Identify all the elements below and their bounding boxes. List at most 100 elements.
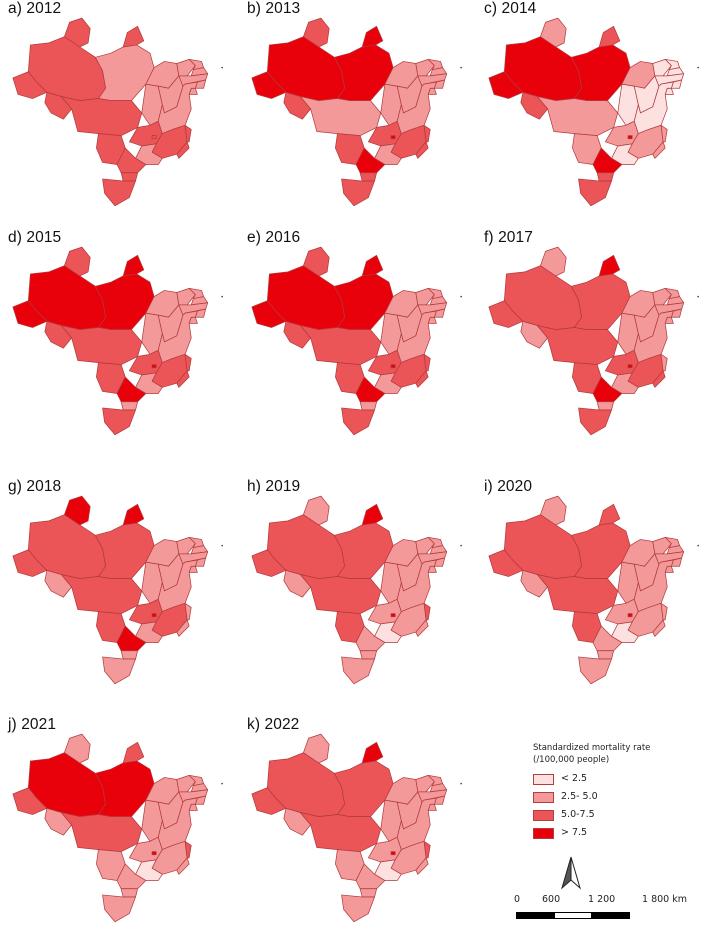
state-rio-grande-do-sul bbox=[341, 656, 375, 685]
state-santa-catarina bbox=[120, 172, 138, 182]
state-espirito-santo bbox=[660, 353, 668, 372]
state-roraima bbox=[64, 495, 91, 526]
state-rio-grande-do-sul bbox=[578, 178, 612, 207]
map-panel-3: c) 2014 bbox=[480, 0, 712, 228]
state-amapa bbox=[122, 26, 145, 48]
map-panel-10: j) 2021 bbox=[4, 716, 236, 944]
state-mato-grosso bbox=[299, 574, 382, 615]
state-mato-grosso bbox=[299, 812, 382, 853]
state-amapa bbox=[598, 255, 621, 277]
map-marker-dot bbox=[697, 544, 699, 547]
state-mato-grosso bbox=[536, 96, 619, 137]
state-rio-grande-do-sul bbox=[578, 407, 612, 436]
panel-label: d) 2015 bbox=[8, 229, 62, 246]
scale-tick-1200: 1 200 bbox=[588, 894, 616, 905]
state-santa-catarina bbox=[596, 401, 614, 411]
map-marker-dot bbox=[221, 782, 223, 785]
scale-tick-600: 600 bbox=[542, 894, 561, 905]
state-santa-catarina bbox=[596, 650, 614, 660]
state-rio-de-janeiro bbox=[652, 619, 666, 637]
state-ceara bbox=[415, 775, 435, 793]
state-mato-grosso bbox=[60, 325, 143, 366]
map-panel-1: a) 2012 bbox=[4, 0, 236, 228]
state-distrito-federal bbox=[627, 613, 633, 618]
legend-swatch bbox=[533, 792, 554, 803]
state-mato-grosso bbox=[60, 574, 143, 615]
map-panel-11: k) 2022 bbox=[243, 716, 475, 944]
panel-label: c) 2014 bbox=[484, 0, 537, 17]
map-marker-dot bbox=[460, 66, 462, 69]
state-santa-catarina bbox=[359, 650, 377, 660]
state-ceara bbox=[652, 58, 672, 77]
state-mato-grosso bbox=[60, 96, 143, 137]
state-santa-catarina bbox=[359, 888, 377, 898]
state-rio-de-janeiro bbox=[415, 857, 429, 875]
north-arrow-icon bbox=[561, 856, 581, 890]
state-espirito-santo bbox=[423, 602, 431, 621]
state-santa-catarina bbox=[359, 401, 377, 411]
state-ceara bbox=[415, 288, 435, 306]
state-ceara bbox=[176, 288, 196, 306]
state-distrito-federal bbox=[151, 613, 157, 618]
state-mato-grosso bbox=[60, 812, 143, 853]
state-ceara bbox=[176, 775, 196, 793]
map-panel-9: i) 2020 bbox=[480, 478, 712, 706]
state-mato-grosso bbox=[299, 325, 382, 366]
state-espirito-santo bbox=[184, 124, 192, 143]
legend-item-5-0-to-7-5: 5.0-7.5 bbox=[533, 807, 713, 824]
brazil-choropleth-map bbox=[251, 495, 462, 685]
state-amapa bbox=[361, 742, 384, 764]
legend-label: 5.0-7.5 bbox=[561, 809, 595, 820]
state-distrito-federal bbox=[390, 135, 396, 140]
state-espirito-santo bbox=[660, 602, 668, 621]
legend-label: < 2.5 bbox=[561, 773, 588, 784]
map-marker-dot bbox=[221, 544, 223, 547]
brazil-choropleth-map bbox=[488, 17, 699, 207]
state-roraima bbox=[540, 246, 567, 277]
scale-bar: 0 600 1 200 1 800 km bbox=[506, 894, 716, 934]
state-rio-grande-do-sul bbox=[102, 894, 136, 923]
state-amapa bbox=[361, 255, 384, 277]
map-marker-dot bbox=[697, 66, 699, 69]
legend-label: > 7.5 bbox=[561, 827, 588, 838]
state-ceara bbox=[415, 537, 435, 555]
state-espirito-santo bbox=[184, 353, 192, 372]
map-marker-dot bbox=[460, 544, 462, 547]
state-roraima bbox=[303, 246, 330, 277]
state-santa-catarina bbox=[359, 172, 377, 182]
brazil-choropleth-map bbox=[12, 495, 223, 685]
state-rio-grande-do-sul bbox=[341, 178, 375, 207]
state-amapa bbox=[361, 26, 384, 48]
panel-label: k) 2022 bbox=[247, 716, 300, 733]
state-ceara bbox=[176, 58, 196, 77]
state-espirito-santo bbox=[423, 353, 431, 372]
legend-swatch bbox=[533, 828, 554, 839]
state-distrito-federal bbox=[627, 135, 633, 140]
brazil-choropleth-map bbox=[12, 246, 223, 436]
state-ceara bbox=[652, 288, 672, 306]
brazil-choropleth-map bbox=[488, 495, 699, 685]
state-rio-grande-do-sul bbox=[102, 656, 136, 685]
state-espirito-santo bbox=[660, 124, 668, 143]
state-rio-grande-do-sul bbox=[578, 656, 612, 685]
map-panel-7: g) 2018 bbox=[4, 478, 236, 706]
state-espirito-santo bbox=[184, 602, 192, 621]
state-espirito-santo bbox=[184, 840, 192, 859]
state-santa-catarina bbox=[120, 650, 138, 660]
state-distrito-federal bbox=[390, 613, 396, 618]
state-distrito-federal bbox=[151, 135, 157, 140]
panel-label: i) 2020 bbox=[484, 478, 533, 495]
state-ceara bbox=[652, 537, 672, 555]
state-roraima bbox=[303, 495, 330, 526]
legend-title-line-2: (/100,000 people) bbox=[533, 755, 610, 765]
state-rio-de-janeiro bbox=[652, 141, 666, 159]
state-amapa bbox=[122, 255, 145, 277]
brazil-choropleth-map bbox=[251, 733, 462, 923]
state-rio-de-janeiro bbox=[176, 370, 190, 388]
state-rio-de-janeiro bbox=[652, 370, 666, 388]
state-amapa bbox=[122, 742, 145, 764]
legend-swatch bbox=[533, 810, 554, 821]
scale-segment-1 bbox=[516, 912, 554, 919]
map-panel-4: d) 2015 bbox=[4, 229, 236, 457]
state-rio-de-janeiro bbox=[415, 619, 429, 637]
